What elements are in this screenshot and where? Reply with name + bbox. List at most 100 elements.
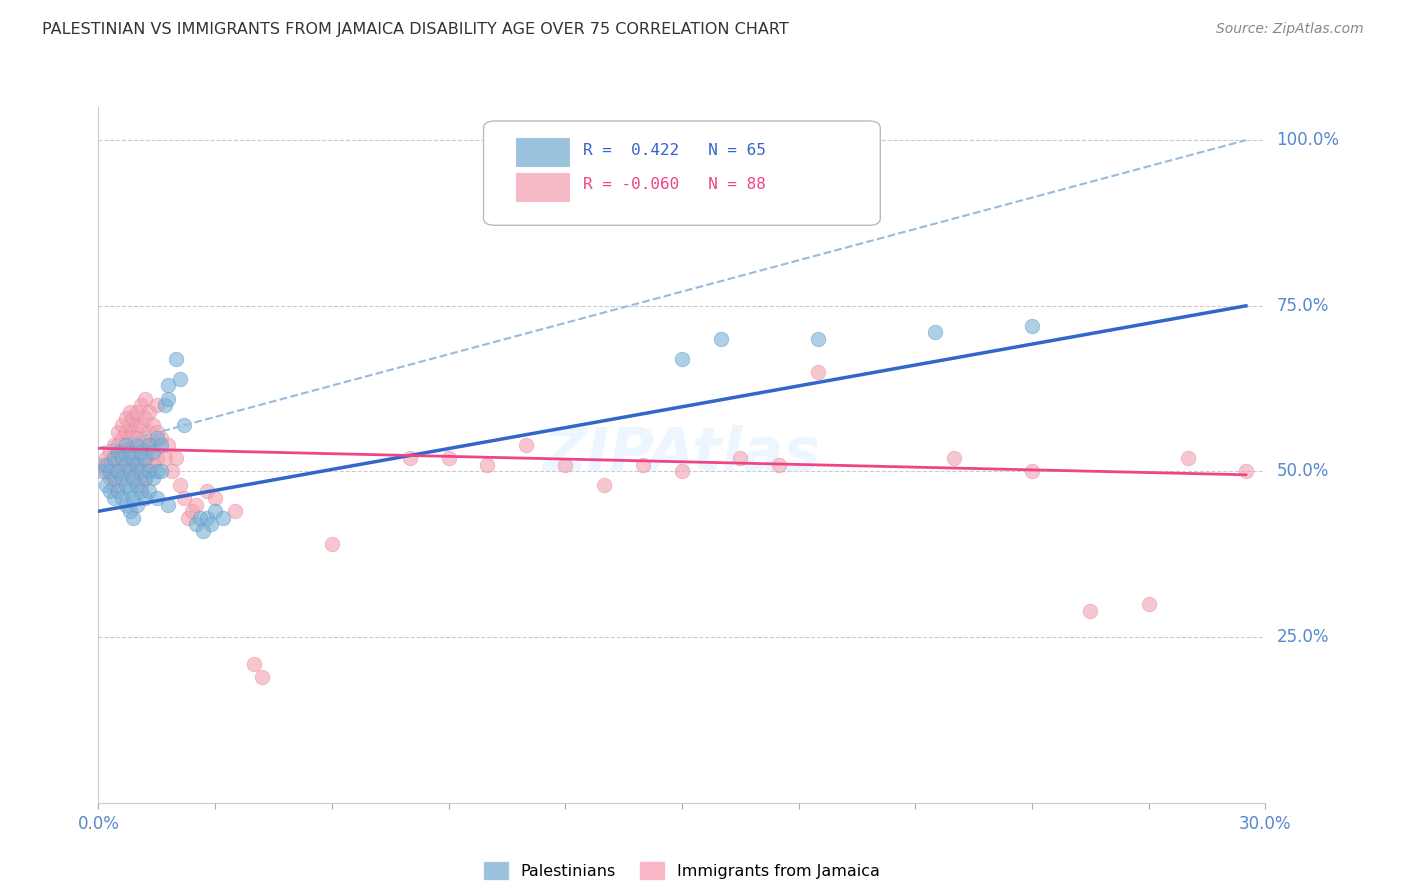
Legend: Palestinians, Immigrants from Jamaica: Palestinians, Immigrants from Jamaica: [478, 856, 886, 885]
Point: [193, 524, 215, 538]
Point: [184, 498, 207, 512]
Point: [122, 451, 145, 466]
Point: [157, 498, 180, 512]
Point: [103, 438, 125, 452]
Point: [243, 657, 266, 671]
Point: [118, 405, 141, 419]
Point: [114, 465, 136, 479]
Point: [730, 451, 752, 466]
Point: [122, 471, 145, 485]
Point: [134, 471, 156, 485]
Point: [142, 444, 165, 458]
Point: [122, 425, 145, 439]
Point: [134, 431, 156, 445]
Point: [142, 471, 165, 485]
Point: [138, 465, 160, 479]
Point: [114, 425, 136, 439]
Point: [146, 491, 169, 505]
Point: [710, 332, 733, 346]
Point: [107, 465, 129, 479]
Point: [146, 465, 169, 479]
Point: [671, 465, 693, 479]
Point: [114, 458, 136, 472]
Point: [118, 444, 141, 458]
Point: [111, 491, 134, 505]
Point: [146, 431, 169, 445]
Point: [127, 498, 149, 512]
Point: [114, 498, 136, 512]
Point: [114, 438, 136, 452]
Point: [98, 484, 121, 499]
Point: [142, 418, 165, 433]
Point: [111, 471, 134, 485]
Point: [107, 484, 129, 499]
Point: [165, 451, 187, 466]
Point: [180, 504, 202, 518]
Point: [924, 326, 946, 340]
Point: [134, 471, 156, 485]
Point: [118, 465, 141, 479]
FancyBboxPatch shape: [484, 121, 880, 226]
Point: [184, 517, 207, 532]
Point: [122, 471, 145, 485]
Point: [807, 365, 830, 379]
Point: [134, 411, 156, 425]
Point: [169, 372, 191, 386]
Point: [1021, 465, 1043, 479]
Point: [515, 438, 537, 452]
Point: [157, 378, 180, 392]
Point: [1137, 597, 1160, 611]
Point: [250, 670, 273, 684]
Text: PALESTINIAN VS IMMIGRANTS FROM JAMAICA DISABILITY AGE OVER 75 CORRELATION CHART: PALESTINIAN VS IMMIGRANTS FROM JAMAICA D…: [42, 22, 789, 37]
Point: [127, 431, 149, 445]
Point: [138, 484, 160, 499]
Point: [173, 418, 195, 433]
Point: [146, 451, 169, 466]
Point: [188, 511, 211, 525]
Point: [200, 517, 222, 532]
Point: [118, 465, 141, 479]
Point: [146, 398, 169, 412]
Point: [98, 458, 121, 472]
Point: [195, 484, 218, 499]
Point: [129, 484, 152, 499]
Point: [111, 418, 134, 433]
Point: [157, 392, 180, 406]
Point: [134, 392, 156, 406]
Point: [98, 465, 121, 479]
Text: ZIPAtlas: ZIPAtlas: [543, 425, 821, 484]
Point: [127, 458, 149, 472]
Point: [146, 425, 169, 439]
Point: [398, 451, 420, 466]
Point: [134, 491, 156, 505]
Point: [129, 477, 152, 491]
Point: [111, 471, 134, 485]
Point: [127, 477, 149, 491]
Point: [98, 471, 121, 485]
Point: [91, 465, 114, 479]
Point: [111, 431, 134, 445]
Text: R =  0.422   N = 65: R = 0.422 N = 65: [582, 143, 766, 158]
Point: [169, 477, 191, 491]
Point: [103, 451, 125, 466]
Point: [153, 451, 176, 466]
Point: [127, 418, 149, 433]
Text: 25.0%: 25.0%: [1277, 628, 1329, 646]
Point: [129, 418, 152, 433]
Point: [554, 458, 576, 472]
Point: [142, 458, 165, 472]
Point: [114, 438, 136, 452]
Point: [118, 418, 141, 433]
Point: [1080, 604, 1102, 618]
FancyBboxPatch shape: [516, 173, 568, 201]
Point: [103, 471, 125, 485]
Point: [122, 511, 145, 525]
Point: [129, 438, 152, 452]
Point: [127, 451, 149, 466]
Point: [195, 511, 218, 525]
Point: [118, 451, 141, 466]
Point: [138, 438, 160, 452]
Point: [943, 451, 966, 466]
Text: 50.0%: 50.0%: [1277, 462, 1329, 481]
Point: [107, 477, 129, 491]
